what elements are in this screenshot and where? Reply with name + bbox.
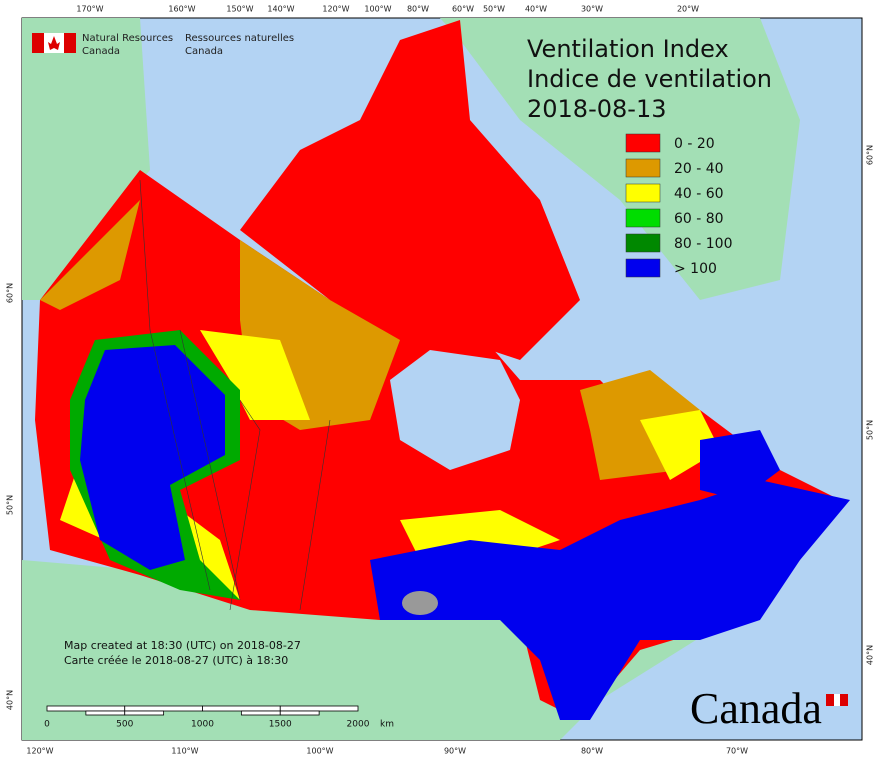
title-fr: Indice de ventilation: [527, 65, 772, 93]
latitude-label: 60°N: [6, 283, 15, 303]
legend-label: 60 - 80: [674, 211, 724, 227]
scale-bar: [279, 710, 320, 716]
longitude-label: 120°W: [322, 5, 349, 14]
boundaries: [139, 179, 331, 611]
longitude-label: 120°W: [26, 747, 53, 756]
legend-swatch: [625, 183, 661, 203]
legend-swatch: [625, 208, 661, 228]
scale-bar: [46, 705, 126, 712]
org-en: Canada: [82, 46, 120, 57]
longitude-label: 70°W: [726, 747, 748, 756]
legend-swatch: [625, 158, 661, 178]
longitude-label: 170°W: [76, 5, 103, 14]
longitude-label: 150°W: [226, 5, 253, 14]
scale-bar: [85, 710, 126, 716]
longitude-label: 60°W: [452, 5, 474, 14]
org-fr: Ressources naturelles: [185, 33, 294, 44]
legend-label: 40 - 60: [674, 186, 724, 202]
legend-label: 20 - 40: [674, 161, 724, 177]
legend-swatch: [625, 133, 661, 153]
latitude-label: 50°N: [866, 420, 875, 440]
longitude-label: 20°W: [677, 5, 699, 14]
longitude-label: 40°W: [525, 5, 547, 14]
longitude-label: 140°W: [267, 5, 294, 14]
legend-label: 0 - 20: [674, 136, 715, 152]
latitude-label: 40°N: [866, 645, 875, 665]
scale-label: 0: [44, 720, 50, 730]
legend-label: 80 - 100: [674, 236, 733, 252]
credit: Carte créée le 2018-08-27 (UTC) à 18:30: [64, 654, 288, 667]
latitude-label: 50°N: [6, 495, 15, 515]
longitude-label: 30°W: [581, 5, 603, 14]
org-en: Natural Resources: [82, 33, 173, 44]
longitude-label: 160°W: [168, 5, 195, 14]
scale-bar: [240, 710, 281, 716]
org-fr: Canada: [185, 46, 223, 57]
scale-bar: [124, 705, 203, 712]
canada-flag-logo: [32, 33, 848, 706]
scale-bar: [279, 705, 359, 712]
legend-label: > 100: [674, 261, 717, 277]
credit: Map created at 18:30 (UTC) on 2018-08-27: [64, 639, 301, 652]
longitude-label: 100°W: [306, 747, 333, 756]
title-date: 2018-08-13: [527, 95, 666, 123]
longitude-label: 80°W: [581, 747, 603, 756]
title-en: Ventilation Index: [527, 35, 729, 63]
scale-bar: [124, 710, 165, 716]
scale-label: 1000: [191, 720, 214, 730]
scale-label: 2000: [347, 720, 370, 730]
legend-swatch: [625, 233, 661, 253]
longitude-label: 50°W: [483, 5, 505, 14]
longitude-label: 90°W: [444, 747, 466, 756]
longitude-label: 100°W: [364, 5, 391, 14]
latitude-label: 60°N: [866, 145, 875, 165]
longitude-label: 110°W: [171, 747, 198, 756]
latitude-label: 40°N: [6, 690, 15, 710]
longitude-label: 80°W: [407, 5, 429, 14]
wordmark: Canada: [690, 684, 822, 733]
legend-swatch: [625, 258, 661, 278]
scale-bar: [202, 705, 281, 712]
scale-unit: km: [380, 720, 394, 730]
scale-label: 500: [116, 720, 133, 730]
scale-label: 1500: [269, 720, 292, 730]
